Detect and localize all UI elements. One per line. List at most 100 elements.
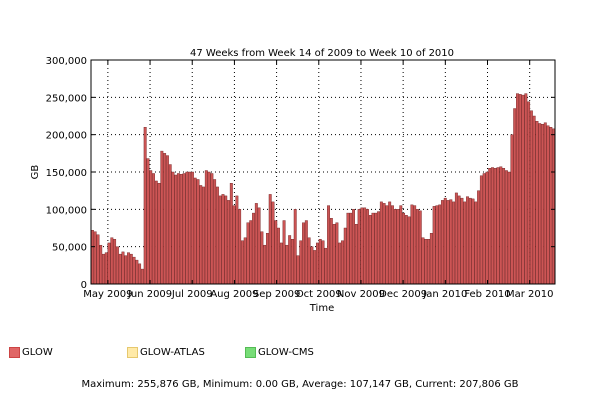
summary-current-label: Current: <box>415 379 457 390</box>
bar <box>543 122 547 285</box>
bar <box>510 134 514 285</box>
summary-stats: Maximum: 255,876 GB, Minimum: 0.00 GB, A… <box>81 379 519 390</box>
bar <box>332 224 336 285</box>
y-tick-label: 0 <box>81 280 87 291</box>
bar <box>96 234 100 285</box>
bar <box>102 253 105 285</box>
legend-label-glow-cms: GLOW-CMS <box>258 347 314 358</box>
bar <box>293 209 297 285</box>
bar <box>429 233 433 285</box>
bar <box>404 215 408 285</box>
bar <box>321 240 325 285</box>
bar <box>477 190 481 285</box>
bar <box>310 246 314 285</box>
bar <box>446 200 450 285</box>
bar <box>118 253 122 285</box>
bar <box>496 167 500 285</box>
bar <box>374 212 378 285</box>
x-tick-label: Mar 2010 <box>506 289 554 300</box>
bar <box>541 124 544 285</box>
bar <box>163 153 167 285</box>
bar <box>388 201 392 285</box>
bar <box>252 212 255 285</box>
bar <box>246 222 250 285</box>
y-tick-label: 200,000 <box>46 131 87 142</box>
bar <box>152 173 155 285</box>
x-tick-label: Aug 2009 <box>210 289 258 300</box>
bar <box>210 173 214 285</box>
y-tick-label: 100,000 <box>46 205 87 216</box>
bar <box>218 195 222 285</box>
bar <box>504 170 508 285</box>
x-axis-label: Time <box>309 303 334 314</box>
bar <box>460 197 464 285</box>
bar <box>107 242 111 285</box>
bar <box>382 203 386 285</box>
chart-title: 47 Weeks from Week 14 of 2009 to Week 10… <box>190 48 454 59</box>
bar <box>238 209 242 285</box>
bar <box>327 205 331 285</box>
bar <box>160 150 164 285</box>
bar <box>399 205 403 285</box>
x-tick-label: Nov 2009 <box>337 289 385 300</box>
bar <box>357 209 361 285</box>
bar <box>479 175 483 285</box>
bar <box>502 168 506 285</box>
bar <box>288 235 292 285</box>
bar <box>307 237 311 285</box>
bar <box>457 195 461 285</box>
bar <box>235 195 239 285</box>
bar <box>438 204 442 285</box>
bar <box>393 209 397 285</box>
bar <box>449 199 453 285</box>
x-tick-label: May 2009 <box>83 289 132 300</box>
bar <box>190 171 194 285</box>
bar <box>468 197 472 285</box>
bar <box>385 205 389 285</box>
bar <box>110 237 114 285</box>
bar <box>215 186 219 285</box>
bar <box>193 177 197 285</box>
bar <box>363 207 367 285</box>
summary-maximum: 255,876 GB <box>137 379 197 390</box>
x-tick-label: Oct 2009 <box>296 289 342 300</box>
summary-current: 207,806 GB <box>459 379 519 390</box>
bar <box>360 207 364 285</box>
summary-minimum: 0.00 GB <box>255 379 296 390</box>
bar <box>207 171 211 285</box>
bar <box>171 171 175 285</box>
bar <box>182 173 186 285</box>
bar <box>285 244 289 285</box>
bar <box>104 252 108 285</box>
bar <box>282 220 286 285</box>
bar <box>527 101 531 285</box>
bar <box>199 185 203 285</box>
bar <box>432 206 436 285</box>
x-tick-label: Sep 2009 <box>253 289 300 300</box>
bar <box>90 230 94 285</box>
bar <box>174 174 178 285</box>
bar <box>271 201 275 285</box>
bar <box>524 93 528 285</box>
bar <box>240 240 244 285</box>
bar <box>366 209 369 285</box>
bar <box>188 171 192 285</box>
legend-item-glow-atlas: GLOW-ATLAS <box>127 347 205 358</box>
bar <box>379 201 383 285</box>
bar <box>177 173 180 285</box>
bar <box>168 164 172 285</box>
y-tick-label: 50,000 <box>52 243 87 254</box>
bar <box>507 171 511 285</box>
bar <box>196 179 200 285</box>
bar <box>291 238 294 285</box>
bar <box>416 209 419 285</box>
bar <box>263 244 267 285</box>
summary-minimum-label: Minimum: <box>202 379 253 390</box>
bar <box>435 205 439 285</box>
bar <box>277 227 280 285</box>
bar <box>413 205 417 285</box>
bar <box>341 240 344 285</box>
bar <box>304 220 308 285</box>
bar <box>324 247 328 285</box>
bar <box>115 246 119 285</box>
